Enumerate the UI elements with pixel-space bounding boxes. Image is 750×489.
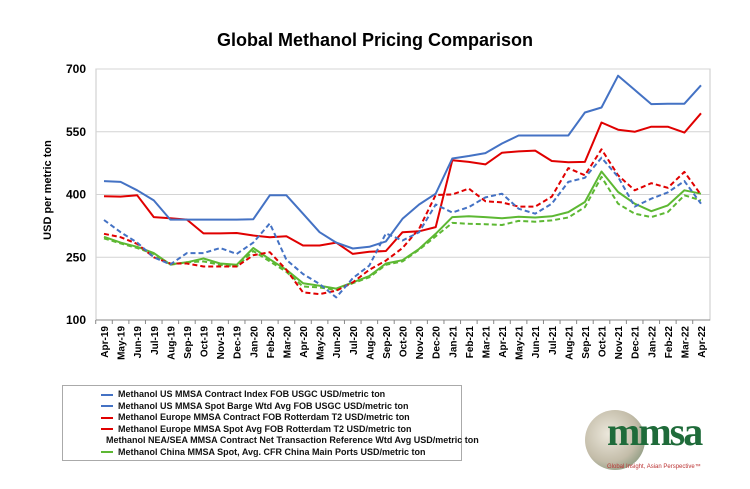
x-tick-label: Oct-21 [598, 326, 609, 358]
legend: Methanol US MMSA Contract Index FOB USGC… [62, 385, 479, 461]
x-tick-label: May-21 [515, 326, 526, 360]
x-tick-label: Jan-20 [249, 326, 260, 358]
series-line-0 [103, 74, 702, 250]
x-tick-label: Apr-20 [299, 326, 310, 358]
x-tick-label: Nov-21 [614, 326, 625, 360]
x-tick-label: Jan-21 [448, 326, 459, 358]
legend-label: Methanol Europe MMSA Spot Avg FOB Rotter… [118, 423, 412, 434]
x-tick-label: Aug-19 [166, 326, 177, 360]
x-tick-label: Aug-21 [564, 326, 575, 360]
x-tick-label: Feb-20 [266, 326, 277, 359]
x-tick-label: Mar-20 [282, 326, 293, 359]
x-tick-label: Jun-19 [133, 326, 144, 359]
x-tick-label: Nov-19 [216, 326, 227, 360]
x-tick-label: Oct-19 [200, 326, 211, 358]
x-tick-label: May-19 [117, 326, 128, 360]
x-tick-label: Apr-21 [498, 326, 509, 358]
x-tick-label: Dec-19 [233, 326, 244, 359]
legend-swatch [101, 451, 113, 454]
x-tick-label: May-20 [316, 326, 327, 360]
y-tick-label: 250 [66, 250, 86, 264]
x-tick-label: Nov-20 [415, 326, 426, 360]
legend-item: Methanol Europe MMSA Contract FOB Rotter… [101, 412, 461, 424]
x-tick-label: Apr-22 [697, 326, 708, 358]
legend-item: Methanol Europe MMSA Spot Avg FOB Rotter… [101, 424, 461, 436]
legend-label: Methanol US MMSA Spot Barge Wtd Avg FOB … [118, 400, 409, 411]
y-tick-label: 700 [66, 62, 86, 76]
x-tick-label: Aug-20 [365, 326, 376, 360]
x-tick-label: Sep-21 [581, 326, 592, 359]
y-tick-label: 550 [66, 125, 86, 139]
legend-label: Methanol Europe MMSA Contract FOB Rotter… [118, 412, 410, 423]
legend-label: Methanol NEA/SEA MMSA Contract Net Trans… [106, 435, 479, 446]
legend-swatch [101, 405, 113, 408]
logo-wordmark: mmsa [607, 409, 703, 454]
x-tick-label: Jun-21 [531, 326, 542, 359]
legend-item: Methanol US MMSA Contract Index FOB USGC… [101, 389, 461, 401]
legend-label: Methanol US MMSA Contract Index FOB USGC… [118, 389, 386, 400]
legend-label: Methanol China MMSA Spot, Avg. CFR China… [118, 446, 426, 457]
legend-swatch [101, 428, 113, 431]
x-tick-label: Jul-20 [349, 326, 360, 355]
x-tick-label: Sep-20 [382, 326, 393, 359]
x-tick-label: Feb-21 [465, 326, 476, 359]
y-tick-label: 400 [66, 188, 86, 202]
globe-icon [585, 410, 645, 470]
series-line-5 [103, 175, 702, 291]
mmsa-logo: mmsa Global Insight, Asian Perspective™ [585, 410, 715, 476]
legend-item: Methanol China MMSA Spot, Avg. CFR China… [101, 447, 461, 459]
chart-title: Global Methanol Pricing Comparison [216, 30, 534, 50]
x-tick-label: Mar-21 [481, 326, 492, 359]
series-line-3 [103, 148, 702, 296]
legend-swatch [101, 416, 113, 419]
legend-item: Methanol US MMSA Spot Barge Wtd Avg FOB … [101, 401, 461, 413]
legend-item: Methanol NEA/SEA MMSA Contract Net Trans… [101, 435, 479, 447]
x-tick-label: Jul-21 [548, 326, 559, 355]
x-tick-label: Feb-22 [664, 326, 675, 359]
x-tick-label: Mar-22 [680, 326, 691, 359]
x-tick-label: Apr-19 [100, 326, 111, 358]
x-tick-label: Jan-22 [647, 326, 658, 358]
x-tick-label: Dec-21 [631, 326, 642, 359]
legend-swatch [101, 393, 113, 396]
x-tick-label: Jun-20 [332, 326, 343, 359]
series-line-1 [103, 156, 702, 299]
x-tick-label: Dec-20 [432, 326, 443, 359]
series-line-2 [103, 112, 702, 255]
x-tick-label: Oct-20 [399, 326, 410, 358]
x-tick-label: Sep-19 [183, 326, 194, 359]
y-tick-label: 100 [66, 313, 86, 327]
x-tick-label: Jul-19 [150, 326, 161, 355]
chart-plot: 100 250 400 550 700 Apr-19 May-19 Jun-19 Jul-19 A… [66, 62, 711, 360]
logo-tagline: Global Insight, Asian Perspective™ [607, 464, 701, 470]
series-line-4 [103, 170, 702, 290]
